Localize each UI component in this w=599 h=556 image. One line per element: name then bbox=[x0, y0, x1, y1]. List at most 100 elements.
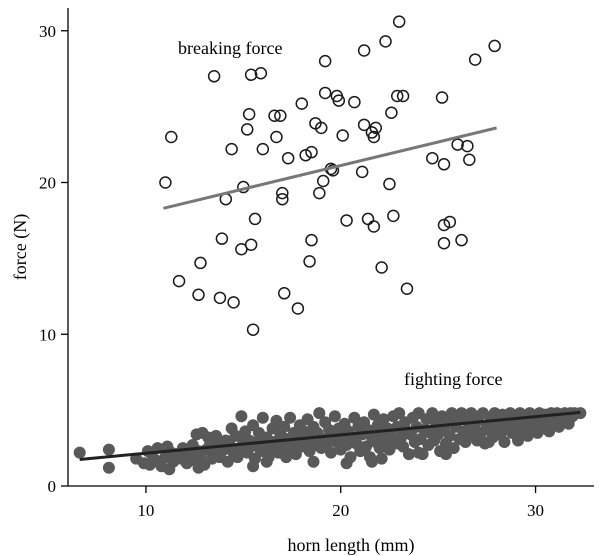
breaking-force-point bbox=[303, 255, 316, 268]
breaking-force-point bbox=[172, 274, 186, 288]
breaking-force-point bbox=[254, 67, 268, 80]
breaking-force-point bbox=[396, 89, 410, 103]
breaking-force-point bbox=[340, 214, 353, 227]
fighting-force-point bbox=[328, 410, 341, 423]
fighting-force-point bbox=[375, 452, 388, 465]
fighting-force-point bbox=[402, 448, 415, 461]
breaking-force-point bbox=[244, 68, 258, 82]
trend-line-series-1 bbox=[79, 410, 581, 461]
fighting-force-point bbox=[340, 457, 353, 470]
fighting-force-point bbox=[256, 411, 269, 424]
fighting-force-point bbox=[102, 443, 115, 456]
breaking-force-point bbox=[244, 238, 258, 251]
breaking-force-point bbox=[437, 218, 451, 232]
y-tick-label: 30 bbox=[39, 22, 56, 41]
breaking-force-point bbox=[435, 91, 449, 104]
breaking-force-point bbox=[276, 192, 289, 206]
breaking-force-point bbox=[192, 288, 205, 302]
fighting-force-point bbox=[325, 446, 337, 459]
breaking-force-point bbox=[291, 302, 305, 315]
fighting-force-point bbox=[498, 435, 511, 448]
breaking-force-point bbox=[455, 233, 468, 247]
breaking-force-point bbox=[367, 220, 381, 233]
breaking-force-point bbox=[390, 89, 404, 103]
breaking-force-point bbox=[305, 233, 318, 247]
breaking-force-point bbox=[468, 53, 482, 66]
breaking-force-point bbox=[274, 109, 287, 122]
fighting-force-point bbox=[102, 461, 115, 474]
fighting-force-point bbox=[247, 460, 260, 473]
breaking-force-point bbox=[357, 44, 371, 57]
breaking-force-point bbox=[313, 186, 326, 200]
breaking-force-point bbox=[443, 215, 457, 229]
y-axis-title: force (N) bbox=[10, 214, 31, 280]
breaking-force-point bbox=[451, 138, 464, 151]
fighting-force-point bbox=[231, 451, 244, 464]
breaking-force-point bbox=[385, 106, 398, 119]
trend-line-series-0 bbox=[163, 126, 497, 210]
fighting-force-point bbox=[307, 455, 320, 468]
breaking-force-point bbox=[281, 151, 295, 165]
fighting-force-point bbox=[360, 440, 373, 453]
fighting-force-point bbox=[393, 407, 406, 420]
breaking-force-point bbox=[400, 282, 414, 295]
breaking-force-point bbox=[357, 118, 371, 132]
fighting-force-point bbox=[348, 411, 361, 424]
x-tick-label: 10 bbox=[137, 501, 154, 520]
breaking-force-point bbox=[463, 153, 476, 166]
breaking-force-point bbox=[240, 123, 254, 136]
breaking-force-point bbox=[437, 158, 451, 171]
breaking-force-point bbox=[437, 236, 451, 250]
breaking-force-point bbox=[461, 139, 474, 153]
breaking-force-point bbox=[299, 148, 312, 162]
breaking-force-point bbox=[326, 164, 340, 177]
breaking-force-point bbox=[348, 95, 361, 109]
breaking-force-point bbox=[305, 145, 318, 159]
fighting-force-point bbox=[210, 429, 223, 442]
fighting-force-point bbox=[280, 451, 293, 464]
breaking-force-point bbox=[387, 209, 400, 223]
breaking-force-point bbox=[207, 70, 221, 83]
x-tick-label: 30 bbox=[527, 501, 544, 520]
breaking-force-point bbox=[361, 212, 375, 226]
fighting-force-point bbox=[365, 455, 378, 468]
breaking-force-point bbox=[488, 39, 501, 53]
breaking-force-point bbox=[268, 109, 281, 122]
fighting-force-point bbox=[73, 446, 86, 459]
y-tick-label: 20 bbox=[39, 174, 56, 193]
breaking-force-point bbox=[270, 130, 283, 144]
breaking-force-point bbox=[318, 86, 332, 100]
breaking-force-point bbox=[277, 287, 291, 300]
x-tick-label: 20 bbox=[332, 501, 349, 520]
fighting-force-point bbox=[512, 434, 525, 447]
trend-lines bbox=[79, 126, 581, 461]
fighting-force-point bbox=[278, 420, 291, 433]
annotation-breaking-force: breaking force bbox=[178, 38, 282, 58]
axes bbox=[67, 8, 594, 487]
fighting-force-point bbox=[412, 446, 425, 459]
breaking-force-point bbox=[256, 142, 270, 156]
fighting-force-point bbox=[482, 435, 495, 448]
fighting-force-point bbox=[439, 448, 452, 461]
fighting-force-point bbox=[377, 413, 390, 426]
breaking-force-point bbox=[379, 35, 392, 48]
breaking-force-point bbox=[213, 291, 227, 305]
x-axis-title: horn length (mm) bbox=[288, 535, 415, 556]
breaking-force-point bbox=[367, 130, 381, 144]
breaking-force-point bbox=[332, 94, 346, 107]
fighting-force-point bbox=[221, 455, 234, 468]
breaking-force-point bbox=[375, 261, 388, 274]
y-tick-label: 10 bbox=[39, 325, 56, 344]
breaking-force-point bbox=[194, 256, 207, 270]
breaking-force-point bbox=[318, 54, 332, 68]
fighting-force-point bbox=[260, 455, 273, 468]
y-tick-label: 0 bbox=[48, 477, 57, 496]
fighting-force-point bbox=[367, 408, 380, 421]
breaking-force-point bbox=[355, 165, 369, 179]
fighting-force-point bbox=[521, 429, 534, 442]
fighting-force-point bbox=[443, 429, 456, 442]
breaking-force-point bbox=[426, 151, 439, 165]
fighting-force-point bbox=[313, 407, 326, 420]
